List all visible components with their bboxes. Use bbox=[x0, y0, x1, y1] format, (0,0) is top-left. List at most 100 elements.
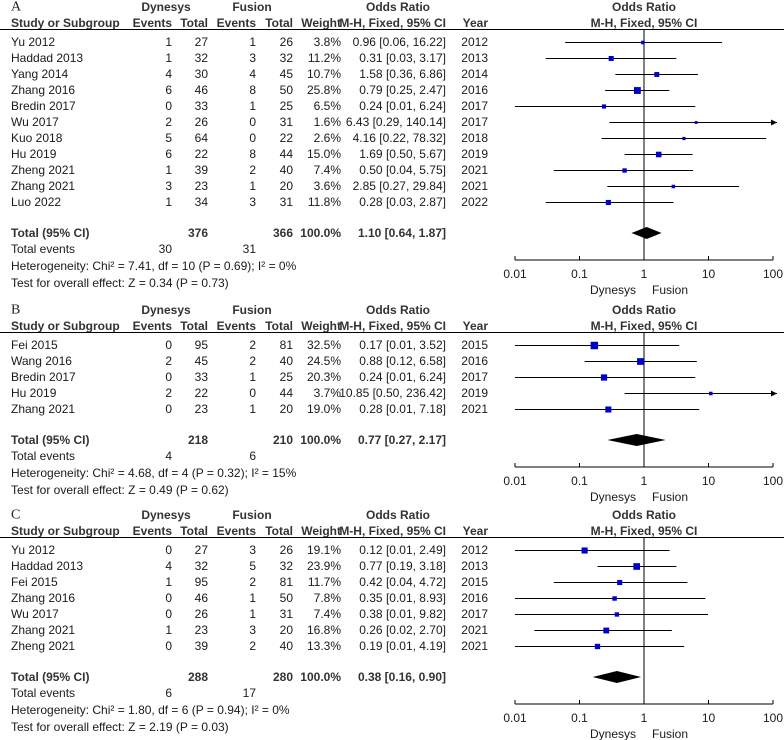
odds-ratio-ci: 1.58 [0.36, 6.86] bbox=[359, 67, 446, 81]
point-estimate-marker bbox=[694, 121, 698, 124]
study-name: Zhang 2021 bbox=[11, 402, 75, 416]
study-name: Luo 2022 bbox=[11, 195, 61, 209]
odds-ratio-ci: 0.28 [0.01, 7.18] bbox=[359, 402, 446, 416]
events-1: 0 bbox=[165, 402, 172, 416]
total-odds-ratio: 1.10 [0.64, 1.87] bbox=[358, 226, 446, 240]
events-1: 1 bbox=[165, 623, 172, 637]
study-name: Zhang 2021 bbox=[11, 179, 75, 193]
odds-ratio-ci: 6.43 [0.29, 140.14] bbox=[346, 115, 446, 129]
weight: 7.4% bbox=[314, 607, 342, 621]
year: 2016 bbox=[461, 591, 488, 605]
events-1: 3 bbox=[165, 179, 172, 193]
heterogeneity-text: Heterogeneity: Chi² = 1.80, df = 6 (P = … bbox=[11, 703, 290, 717]
weight: 32.5% bbox=[307, 338, 341, 352]
study-row: Wang 2016 2 45 2 40 24.5% 0.88 [0.12, 6.58] 201… bbox=[11, 354, 697, 368]
overall-effect-text: Test for overall effect: Z = 0.34 (P = 0… bbox=[11, 276, 229, 290]
weight: 3.7% bbox=[314, 386, 342, 400]
odds-ratio-ci: 0.12 [0.01, 2.49] bbox=[359, 543, 446, 557]
total-2: 45 bbox=[280, 67, 294, 81]
plot-method-header: M-H, Fixed, 95% CI bbox=[591, 524, 698, 538]
study-row: Yu 2012 0 27 3 26 19.1% 0.12 [0.01, 2.49] 2012 bbox=[11, 543, 670, 557]
odds-ratio-ci: 0.79 [0.25, 2.47] bbox=[359, 83, 446, 97]
study-name: Hu 2019 bbox=[11, 386, 57, 400]
point-estimate-marker bbox=[671, 184, 676, 189]
total-n-1: 288 bbox=[188, 670, 208, 684]
column-method: M-H, Fixed, 95% CI bbox=[339, 16, 446, 30]
events-1: 2 bbox=[165, 354, 172, 368]
point-estimate-marker bbox=[633, 87, 641, 94]
group1-header: Dynesys bbox=[141, 303, 191, 317]
odds-ratio-header: Odds Ratio bbox=[366, 0, 430, 14]
total-events-2: 6 bbox=[249, 449, 256, 463]
events-1: 4 bbox=[165, 67, 172, 81]
total-2: 50 bbox=[280, 591, 294, 605]
x-tick-label: 0.01 bbox=[503, 474, 527, 488]
plot-odds-ratio-header: Odds Ratio bbox=[612, 508, 676, 522]
total-1: 30 bbox=[195, 67, 209, 81]
year: 2016 bbox=[461, 354, 488, 368]
year: 2012 bbox=[461, 543, 488, 557]
total-label: Total (95% CI) bbox=[11, 226, 89, 240]
year: 2021 bbox=[461, 402, 488, 416]
total-2: 50 bbox=[280, 83, 294, 97]
x-tick-label: 1 bbox=[641, 267, 648, 281]
total-1: 46 bbox=[195, 83, 209, 97]
odds-ratio-ci: 0.50 [0.04, 5.75] bbox=[359, 163, 446, 177]
total-row: Total (95% CI) 288 280 100.0% 0.38 [0.16, 0.… bbox=[11, 670, 642, 684]
x-tick-label: 0.1 bbox=[571, 267, 588, 281]
forest-panel-c: C Dynesys Fusion Odds Ratio Odds Ratio Study … bbox=[0, 508, 784, 740]
study-name: Kuo 2018 bbox=[11, 131, 63, 145]
total-n-2: 366 bbox=[273, 226, 293, 240]
total-2: 44 bbox=[280, 147, 294, 161]
total-n-1: 218 bbox=[188, 433, 208, 447]
x-tick-label: 0.1 bbox=[571, 711, 588, 725]
events-2: 0 bbox=[249, 386, 256, 400]
weight: 19.1% bbox=[307, 543, 341, 557]
x-tick-label: 100 bbox=[763, 474, 783, 488]
point-estimate-marker bbox=[605, 406, 612, 413]
point-estimate-marker bbox=[581, 547, 588, 554]
column-total-1: Total bbox=[180, 524, 208, 538]
weight: 16.8% bbox=[307, 623, 341, 637]
year: 2019 bbox=[461, 386, 488, 400]
column-events-1: Events bbox=[133, 319, 173, 333]
group1-header: Dynesys bbox=[141, 508, 191, 522]
study-name: Wu 2017 bbox=[11, 607, 59, 621]
total-events-1: 30 bbox=[159, 242, 173, 256]
point-estimate-marker bbox=[622, 168, 627, 173]
point-estimate-marker bbox=[654, 72, 660, 77]
column-weight: Weight bbox=[301, 319, 341, 333]
events-2: 4 bbox=[249, 67, 256, 81]
year: 2015 bbox=[461, 338, 488, 352]
total-2: 40 bbox=[280, 354, 294, 368]
odds-ratio-ci: 0.35 [0.01, 8.93] bbox=[359, 591, 446, 605]
year: 2015 bbox=[461, 575, 488, 589]
favours-left-label: Dynesys bbox=[590, 283, 636, 297]
ci-right-arrow-icon bbox=[771, 390, 777, 397]
x-tick-label: 0.01 bbox=[503, 711, 527, 725]
events-2: 2 bbox=[249, 354, 256, 368]
study-name: Yu 2012 bbox=[11, 543, 55, 557]
ci-right-arrow-icon bbox=[771, 119, 777, 126]
favours-right-label: Fusion bbox=[652, 727, 688, 740]
odds-ratio-header: Odds Ratio bbox=[366, 303, 430, 317]
events-2: 1 bbox=[249, 607, 256, 621]
events-1: 0 bbox=[165, 543, 172, 557]
column-year: Year bbox=[463, 16, 489, 30]
year: 2017 bbox=[461, 370, 488, 384]
column-method: M-H, Fixed, 95% CI bbox=[339, 524, 446, 538]
year: 2016 bbox=[461, 83, 488, 97]
events-1: 1 bbox=[165, 35, 172, 49]
total-2: 20 bbox=[280, 623, 294, 637]
point-estimate-marker bbox=[594, 643, 601, 650]
point-estimate-marker bbox=[641, 40, 645, 45]
weight: 19.0% bbox=[307, 402, 341, 416]
total-1: 22 bbox=[195, 386, 209, 400]
total-1: 39 bbox=[195, 639, 209, 653]
weight: 25.8% bbox=[307, 83, 341, 97]
favours-left-label: Dynesys bbox=[590, 727, 636, 740]
study-name: Yu 2012 bbox=[11, 35, 55, 49]
events-2: 2 bbox=[249, 575, 256, 589]
x-tick-label: 100 bbox=[763, 267, 783, 281]
forest-panel-b: B Dynesys Fusion Odds Ratio Odds Ratio Study … bbox=[0, 303, 784, 504]
